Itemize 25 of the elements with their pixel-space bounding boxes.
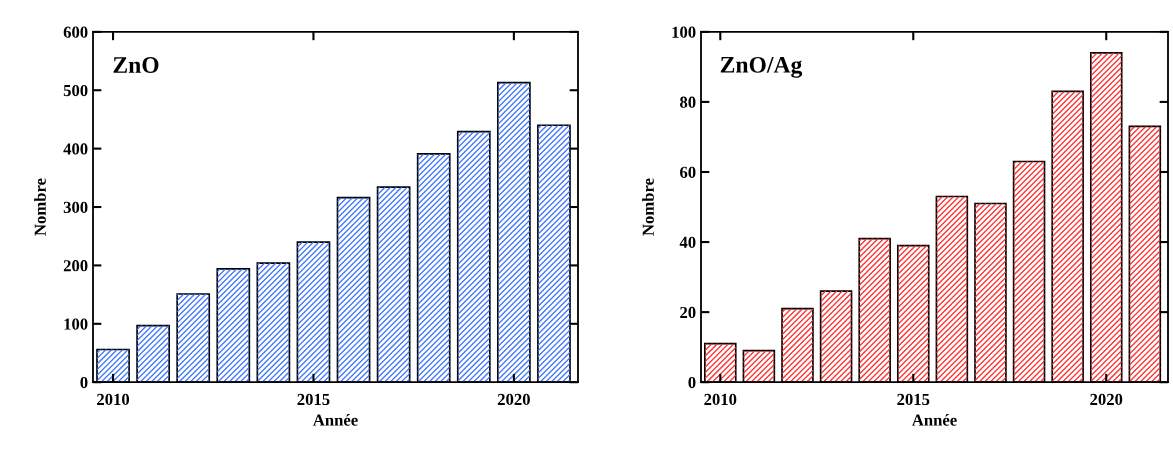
y-tick-label: 20 <box>680 306 696 319</box>
y-tick-label: 200 <box>63 260 88 272</box>
y-tick-label: 100 <box>64 318 88 330</box>
y-tick-label: 500 <box>63 84 88 97</box>
y-tick-label: 80 <box>680 96 696 108</box>
x-axis-title: Année <box>312 413 358 426</box>
y-tick-label: 400 <box>63 143 88 155</box>
y-tick-label: 0 <box>688 376 696 389</box>
x-tick-label: 2010 <box>704 393 737 406</box>
y-tick-label: 100 <box>672 26 696 38</box>
y-axis-title: Nombre <box>642 178 654 236</box>
x-tick-label: 2010 <box>97 393 130 406</box>
y-tick-label: 40 <box>679 236 696 249</box>
y-tick-label: 600 <box>63 26 88 38</box>
x-tick-label: 2020 <box>1090 393 1123 406</box>
y-tick-label: 300 <box>63 201 88 213</box>
y-tick-label: 60 <box>680 166 696 178</box>
x-tick-label: 2020 <box>497 393 530 406</box>
x-tick-label: 2015 <box>297 393 330 406</box>
text: ZnO <box>113 57 159 73</box>
x-axis-title: Année <box>911 413 957 426</box>
x-tick-label: 2015 <box>897 393 930 406</box>
text: ZnO/Ag <box>720 56 803 78</box>
y-tick-label: 0 <box>80 376 88 389</box>
y-axis-title: Nombre <box>34 178 46 236</box>
